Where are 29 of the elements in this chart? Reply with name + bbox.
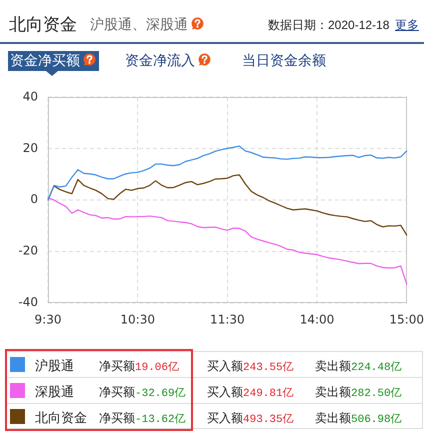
selected-tab: 资金净买额 xyxy=(8,51,99,71)
text: 更多 xyxy=(395,17,419,34)
y-tick-label: 40 xyxy=(22,89,38,104)
legend-label: 北向资金 xyxy=(35,410,87,427)
text: 买入额493.35亿 xyxy=(207,411,294,426)
x-tick-label: 14:00 xyxy=(300,312,334,326)
y-tick-label: -40 xyxy=(18,295,38,310)
y-tick-label: 0 xyxy=(30,192,38,206)
text: 卖出额282.50亿 xyxy=(315,385,402,400)
x-tick-label: 9:30 xyxy=(34,312,62,326)
chart-title: 北向资金 xyxy=(9,14,77,36)
legend-label: 沪股通 xyxy=(35,358,74,375)
x-tick-label: 11:30 xyxy=(210,312,245,326)
y-tick-label: -20 xyxy=(18,244,38,258)
text: 买入额249.81亿 xyxy=(207,385,294,400)
y-tick-label: 20 xyxy=(22,140,38,155)
text: 数据日期：2020-12-18 xyxy=(268,17,390,34)
x-tick-label: 15:00 xyxy=(389,312,424,326)
text: 买入额243.55亿 xyxy=(207,359,294,374)
text: 卖出额506.98亿 xyxy=(315,411,402,426)
text: 净买额19.06亿 xyxy=(99,359,180,374)
text: 净买额-13.62亿 xyxy=(99,411,186,426)
text: 当日资金余额 xyxy=(242,52,326,71)
legend-label: 深股通 xyxy=(35,384,74,401)
text: 卖出额224.48亿 xyxy=(315,359,402,374)
x-tick-label: 10:30 xyxy=(120,312,155,326)
text: 净买额-32.69亿 xyxy=(99,385,186,400)
chart-subtitle: 沪股通、深股通 xyxy=(90,17,188,33)
text: 资金净流入 xyxy=(125,53,195,69)
